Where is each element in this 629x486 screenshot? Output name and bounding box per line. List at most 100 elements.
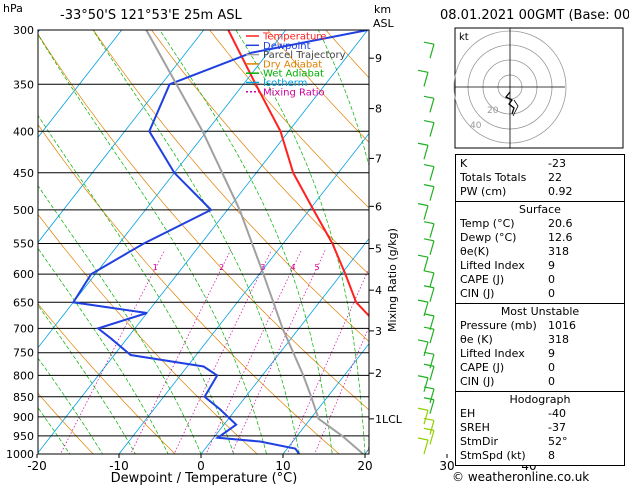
mu-value-cape: 0: [548, 361, 555, 374]
index-label-k: K: [460, 157, 468, 170]
wet-adiabat-line: [38, 34, 267, 454]
hodo-value-stmspd: 8: [548, 449, 555, 462]
hodograph-trace: [504, 91, 515, 115]
surface-label-thetae: θe(K): [460, 245, 490, 258]
mixing-ratio-axis-label: Mixing Ratio (g/kg): [386, 228, 399, 332]
dry-adiabat-line: [38, 124, 340, 454]
hodograph-ring-label: 40: [470, 121, 482, 131]
wet-adiabat-line: [38, 114, 235, 454]
hodograph: kt 20 40: [453, 27, 624, 149]
wind-barb-flag: [417, 69, 429, 73]
wind-barb-flag: [423, 285, 435, 289]
isotherm-line: [200, 237, 369, 454]
km-tick-label: 4: [375, 284, 382, 297]
series-line-dewpoint: [71, 30, 368, 454]
wind-barb: [423, 72, 429, 87]
wet-adiabat-line: [159, 30, 333, 454]
mixing-ratio-label: 4: [290, 263, 295, 272]
temperature-tick-label: 10: [275, 459, 290, 473]
surface-title: Surface: [519, 203, 561, 216]
pressure-tick-label: 800: [13, 369, 34, 382]
hodo-label-eh: EH: [460, 407, 476, 420]
wind-barb: [423, 377, 429, 392]
wind-barb-flag: [417, 339, 429, 343]
km-tick-label: 7: [375, 152, 382, 165]
dry-adiabat-line: [38, 392, 94, 454]
wind-barb: [429, 388, 435, 404]
wind-barb-flag: [417, 437, 429, 441]
credit-text[interactable]: © weatheronline.co.uk: [452, 470, 590, 484]
hodo-label-stmdir: StmDir: [460, 435, 499, 448]
surface-label-cape: CAPE (J): [460, 273, 505, 286]
mixing-ratio-line: [130, 249, 232, 454]
dry-adiabat-line: [151, 30, 369, 275]
km-tick-label: 5: [375, 243, 382, 256]
wind-barb: [423, 439, 429, 455]
mu-value-cin: 0: [548, 375, 555, 388]
legend-label: Wet Adiabat: [263, 69, 324, 80]
hodograph-storm-motion: [512, 99, 519, 117]
datetime-title: 08.01.2021 00GMT (Base: 00): [440, 8, 629, 23]
dry-adiabat-line: [38, 33, 369, 411]
wind-barb: [423, 410, 429, 425]
km-tick-label: 3: [375, 325, 382, 338]
dry-adiabat-line: [38, 213, 258, 454]
wind-barb-flag: [417, 142, 429, 146]
asl-label: ASL: [373, 17, 394, 30]
mixing-ratio-line: [60, 249, 166, 454]
pressure-tick-label: 950: [13, 430, 34, 443]
surface-label-cin: CIN (J): [460, 287, 495, 300]
indices-panel: K -23 Totals Totals 22 PW (cm) 0.92 Surf…: [455, 154, 625, 466]
mu-value-pressure: 1016: [548, 319, 576, 332]
wind-barb: [429, 223, 435, 238]
separator: [456, 303, 624, 304]
pressure-tick-label: 700: [13, 322, 34, 335]
wind-barb: [429, 315, 435, 331]
wind-barb-flag: [417, 375, 429, 379]
index-value-totals: 22: [548, 171, 562, 184]
wind-barb-flag: [423, 351, 435, 355]
mu-value-li: 9: [548, 347, 555, 360]
wind-barbs: [417, 41, 435, 455]
wind-barb: [429, 166, 435, 181]
wind-barb-flag: [423, 184, 435, 188]
pressure-tick-label: 550: [13, 237, 34, 250]
mu-label-cape: CAPE (J): [460, 361, 505, 374]
index-value-k: -23: [548, 157, 566, 170]
separator: [456, 201, 624, 202]
wind-barb-flag: [423, 427, 435, 431]
temperature-tick-label: 30: [439, 459, 454, 473]
wind-barb: [423, 341, 429, 357]
mixing-ratio-line: [314, 326, 369, 454]
temperature-tick-label: 20: [357, 459, 372, 473]
wind-barb: [423, 301, 429, 317]
mu-value-thetae: 318: [548, 333, 569, 346]
location-title: -33°50'S 121°53'E 25m ASL: [60, 8, 242, 23]
legend-label: Dewpoint: [263, 41, 311, 52]
sounding-profiles: [71, 30, 369, 454]
hpa-label: hPa: [3, 2, 23, 15]
mixing-ratio-label: 5: [314, 263, 319, 272]
mu-label-pressure: Pressure (mb): [460, 319, 537, 332]
mixing-ratio-line: [365, 445, 369, 454]
pressure-tick-label: 500: [13, 204, 34, 217]
series-line-temperature: [227, 30, 369, 318]
legend-label: Parcel Trajectory: [263, 50, 346, 61]
pressure-tick-label: 400: [13, 125, 34, 138]
temperature-tick-label: -20: [27, 459, 47, 473]
dry-adiabat-line: [38, 303, 176, 454]
km-tick-label: 6: [375, 200, 382, 213]
surface-label-temp: Temp (°C): [460, 217, 515, 230]
most-unstable-title: Most Unstable: [500, 305, 580, 318]
km-label: km: [374, 3, 392, 16]
axes: 3003504004505005506006507007508008509009…: [6, 24, 537, 473]
wind-barb: [429, 329, 435, 344]
isotherm-line: [282, 343, 369, 454]
mixing-ratio-label: 3: [260, 263, 265, 272]
wind-barb-flag: [417, 299, 429, 303]
mu-label-li: Lifted Index: [460, 347, 525, 360]
surface-value-cape: 0: [548, 273, 555, 286]
wet-adiabat-line: [38, 407, 71, 454]
pressure-tick-label: 300: [13, 24, 34, 37]
wind-barb: [429, 420, 435, 435]
